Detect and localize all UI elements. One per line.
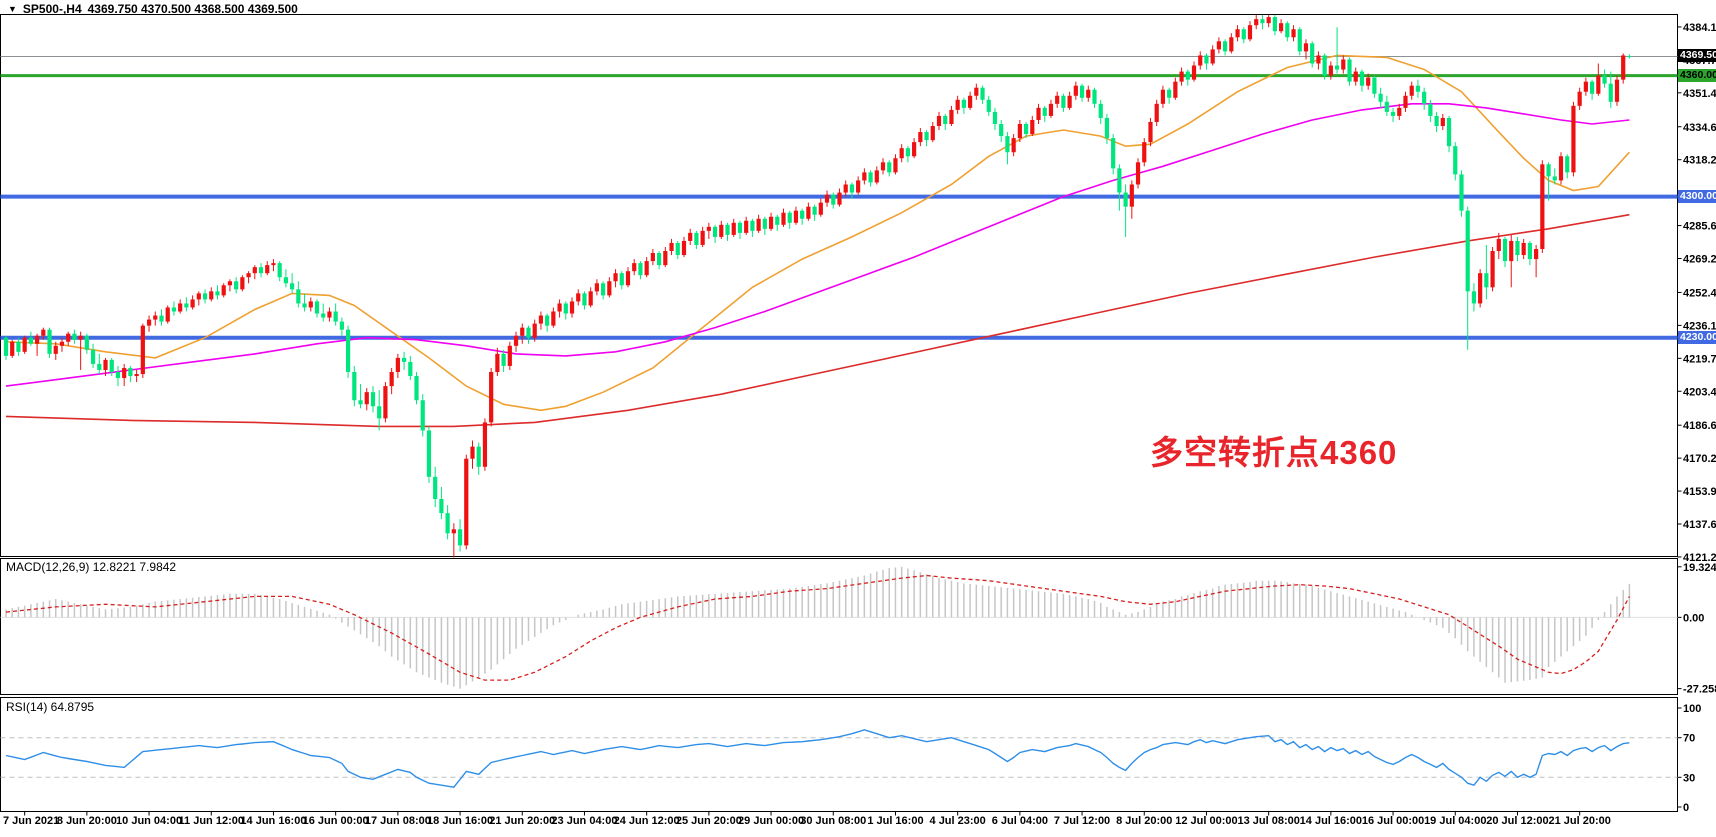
price-tag-bid: 4369.50 (1678, 49, 1716, 63)
price-axis: 4384.134367.794351.464334.634318.294285.… (1677, 22, 1716, 564)
svg-text:23 Jun 04:00: 23 Jun 04:00 (551, 815, 617, 827)
level-lines (0, 55, 1678, 340)
svg-text:4334.63: 4334.63 (1683, 122, 1716, 134)
svg-text:29 Jun 00:00: 29 Jun 00:00 (738, 815, 804, 827)
svg-text:4153.95: 4153.95 (1683, 486, 1716, 498)
svg-text:11 Jun 12:00: 11 Jun 12:00 (179, 815, 244, 827)
svg-text:18 Jun 16:00: 18 Jun 16:00 (427, 815, 493, 827)
macd-indicator-label: MACD(12,26,9) 12.8221 7.9842 (6, 560, 177, 574)
svg-text:16 Jul 00:00: 16 Jul 00:00 (1362, 815, 1424, 827)
svg-text:25 Jun 20:00: 25 Jun 20:00 (676, 815, 742, 827)
svg-text:7 Jul 12:00: 7 Jul 12:00 (1054, 815, 1110, 827)
chart-annotation-text[interactable]: 多空转折点4360 (1150, 434, 1398, 471)
rsi-panel: 100 70 30 0 (0, 703, 1701, 814)
svg-text:4170.29: 4170.29 (1683, 453, 1716, 465)
symbol-name: SP500-,H4 (22, 2, 82, 16)
svg-text:4203.45: 4203.45 (1683, 386, 1716, 398)
svg-text:4252.46: 4252.46 (1683, 287, 1716, 299)
svg-text:1 Jul 16:00: 1 Jul 16:00 (867, 815, 923, 827)
svg-text:0: 0 (1683, 802, 1689, 814)
svg-text:21 Jul 20:00: 21 Jul 20:00 (1548, 815, 1610, 827)
svg-text:4137.62: 4137.62 (1683, 519, 1716, 531)
svg-text:8 Jun 20:00: 8 Jun 20:00 (57, 815, 117, 827)
svg-text:14 Jun 16:00: 14 Jun 16:00 (240, 815, 306, 827)
svg-text:100: 100 (1683, 703, 1701, 715)
svg-text:4121.28: 4121.28 (1683, 552, 1716, 564)
svg-text:20 Jul 12:00: 20 Jul 12:00 (1486, 815, 1548, 827)
svg-text:21 Jun 20:00: 21 Jun 20:00 (489, 815, 555, 827)
collapse-indicator-icon[interactable]: ▼ (8, 4, 17, 14)
svg-text:8 Jul 20:00: 8 Jul 20:00 (1116, 815, 1172, 827)
symbol-ohlc-values: 4369.750 4370.500 4368.500 4369.500 (87, 2, 298, 16)
svg-text:30: 30 (1683, 772, 1695, 784)
svg-text:14 Jul 16:00: 14 Jul 16:00 (1300, 815, 1362, 827)
candles-layer (3, 15, 1632, 558)
svg-text:10 Jun 04:00: 10 Jun 04:00 (116, 815, 182, 827)
price-tag-4230: 4230.00 (1678, 330, 1716, 344)
rsi-indicator-label: RSI(14) 64.8795 (6, 700, 95, 714)
svg-text:4285.62: 4285.62 (1683, 221, 1716, 233)
ma-slow-red (5, 213, 1630, 428)
svg-text:4384.13: 4384.13 (1683, 22, 1716, 34)
svg-text:4236.12: 4236.12 (1683, 320, 1716, 332)
symbol-title: ▼ SP500-,H4 4369.750 4370.500 4368.500 4… (8, 2, 298, 16)
price-tag-4300: 4300.00 (1678, 189, 1716, 203)
price-tag-4360: 4360.00 (1678, 68, 1716, 82)
svg-text:6 Jul 04:00: 6 Jul 04:00 (992, 815, 1048, 827)
svg-text:30 Jun 08:00: 30 Jun 08:00 (800, 815, 866, 827)
svg-text:17 Jun 08:00: 17 Jun 08:00 (365, 815, 431, 827)
svg-text:4318.29: 4318.29 (1683, 155, 1716, 167)
svg-text:4269.29: 4269.29 (1683, 254, 1716, 266)
panel-borders (0, 14, 1678, 812)
svg-text:12 Jul 00:00: 12 Jul 00:00 (1175, 815, 1237, 827)
svg-text:19 Jul 04:00: 19 Jul 04:00 (1424, 815, 1486, 827)
svg-text:4186.62: 4186.62 (1683, 420, 1716, 432)
svg-text:0.00: 0.00 (1683, 612, 1704, 624)
svg-text:7 Jun 2021: 7 Jun 2021 (3, 815, 59, 827)
svg-text:4219.79: 4219.79 (1683, 353, 1716, 365)
svg-text:16 Jun 00:00: 16 Jun 00:00 (303, 815, 369, 827)
svg-text:19.3243: 19.3243 (1683, 562, 1716, 574)
ma-fast-orange (5, 54, 1630, 412)
svg-text:13 Jul 08:00: 13 Jul 08:00 (1237, 815, 1299, 827)
macd-panel: 19.3243 0.00 -27.2581 (0, 562, 1716, 696)
svg-text:4 Jul 23:00: 4 Jul 23:00 (930, 815, 986, 827)
svg-text:-27.2581: -27.2581 (1683, 684, 1716, 696)
svg-text:24 Jun 12:00: 24 Jun 12:00 (614, 815, 680, 827)
ma-mid-magenta (5, 103, 1630, 387)
svg-text:70: 70 (1683, 733, 1695, 745)
svg-text:4351.46: 4351.46 (1683, 88, 1716, 100)
